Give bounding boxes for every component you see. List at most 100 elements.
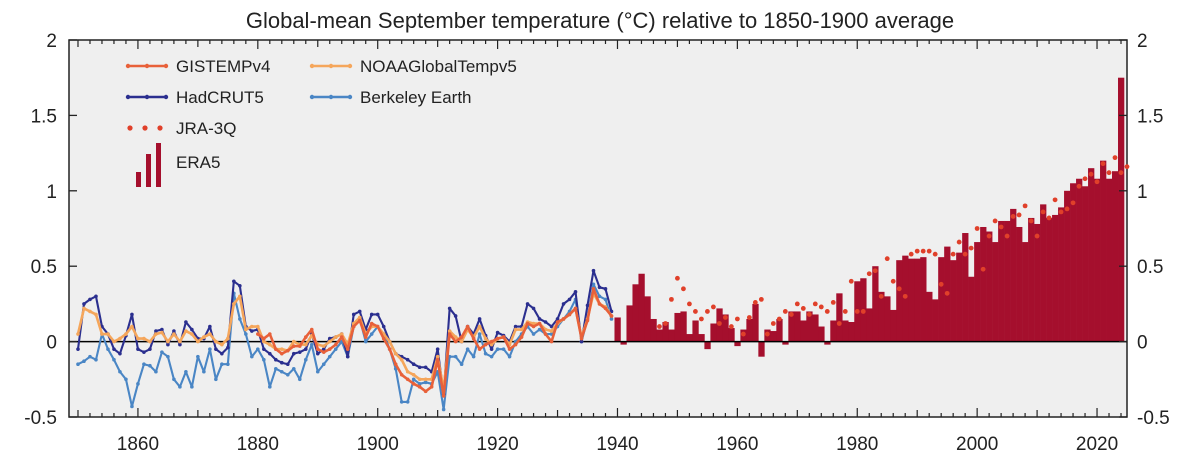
jra-3q-point	[818, 304, 824, 310]
berkeley-earth-point	[363, 339, 368, 344]
jra-3q-point	[1010, 214, 1016, 219]
gistempv4-point	[543, 332, 548, 336]
x-tick-label: 2000	[956, 434, 998, 455]
era5-bar	[650, 318, 657, 342]
gistempv4-point	[549, 339, 554, 344]
gistempv4-point	[561, 317, 566, 321]
hadcrut5-point	[82, 302, 86, 306]
era5-bar	[680, 311, 687, 342]
hadcrut5-point	[597, 285, 602, 290]
noaaglobaltempv5-point	[327, 339, 332, 344]
jra-3q-point	[842, 309, 848, 314]
jra-3q-point	[860, 309, 866, 314]
era5-bar	[1034, 223, 1041, 342]
jra-3q-point	[974, 226, 980, 231]
jra-3q-point	[1028, 218, 1034, 224]
era5-bar	[836, 293, 843, 342]
jra-3q-point	[914, 248, 920, 254]
jra-3q-point	[716, 321, 722, 326]
gistempv4-point	[513, 342, 518, 347]
era5-bar	[920, 257, 927, 342]
y-tick-label-left: 1.5	[31, 106, 57, 127]
noaaglobaltempv5-point	[262, 339, 266, 344]
jra-3q-point	[920, 248, 926, 254]
x-tick-label: 1860	[117, 434, 159, 455]
gistempv4-point	[465, 324, 470, 329]
berkeley-earth-point	[441, 407, 446, 412]
jra-3q-point	[806, 312, 812, 317]
era5-bar	[686, 334, 693, 342]
legend-marker	[163, 94, 169, 100]
hadcrut5-point	[76, 347, 80, 351]
y-tick-label-left: -0.5	[24, 408, 57, 429]
noaaglobaltempv5-point	[208, 332, 212, 336]
jra-3q-point	[848, 278, 854, 284]
gistempv4-point	[603, 306, 608, 311]
jra-3q-point	[800, 306, 806, 311]
legend-berkeley-label: Berkeley Earth	[360, 88, 472, 107]
era5-bar	[1100, 160, 1107, 342]
noaaglobaltempv5-point	[148, 339, 152, 344]
y-tick-label-left: 2	[46, 31, 57, 52]
y-tick-label-right: 0.5	[1137, 257, 1163, 278]
gistempv4-point	[609, 314, 614, 318]
noaaglobaltempv5-point	[291, 339, 296, 344]
era5-bar	[722, 314, 729, 342]
berkeley-earth-point	[471, 354, 476, 359]
jra-3q-point	[770, 321, 776, 326]
hadcrut5-point	[315, 351, 320, 356]
era5-bar	[872, 266, 879, 342]
hadcrut5-point	[160, 327, 164, 332]
noaaglobaltempv5-point	[405, 369, 410, 374]
era5-bar	[1058, 207, 1065, 342]
hadcrut5-point	[291, 351, 296, 356]
era5-bar	[1016, 226, 1023, 342]
era5-bar	[896, 260, 903, 342]
era5-bar	[698, 334, 705, 342]
berkeley-earth-point	[256, 347, 260, 351]
noaaglobaltempv5-point	[226, 336, 230, 341]
era5-bar	[1070, 183, 1077, 342]
jra-3q-point	[764, 331, 770, 337]
jra-3q-point	[998, 224, 1004, 230]
berkeley-earth-point	[315, 369, 320, 374]
x-tick-label: 1920	[476, 434, 518, 455]
noaaglobaltempv5-point	[106, 332, 110, 336]
legend-marker	[163, 63, 169, 69]
hadcrut5-point	[357, 309, 362, 314]
berkeley-earth-point	[597, 294, 602, 299]
noaaglobaltempv5-point	[232, 302, 236, 306]
era5-bar	[950, 260, 957, 342]
era5-bar	[752, 303, 759, 342]
berkeley-earth-point	[268, 385, 272, 389]
hadcrut5-point	[585, 303, 590, 308]
noaaglobaltempv5-point	[196, 339, 200, 344]
noaaglobaltempv5-point	[447, 329, 452, 333]
gistempv4-point	[327, 347, 332, 351]
berkeley-earth-point	[489, 354, 494, 359]
legend-marker	[144, 94, 150, 100]
x-tick-label: 1960	[716, 434, 758, 455]
jra-3q-point	[1076, 183, 1082, 189]
gistempv4-point	[393, 362, 398, 367]
noaaglobaltempv5-point	[238, 294, 242, 299]
era5-bar	[788, 311, 795, 342]
noaaglobaltempv5-point	[280, 347, 284, 351]
berkeley-earth-point	[303, 357, 308, 362]
era5-bar	[1010, 208, 1017, 342]
era5-bar	[758, 341, 765, 357]
gistempv4-point	[285, 348, 290, 353]
era5-bar	[824, 341, 831, 345]
era5-bar	[878, 291, 885, 342]
hadcrut5-point	[591, 268, 596, 273]
gistempv4-point	[387, 347, 392, 351]
hadcrut5-point	[208, 324, 212, 329]
gistempv4-point	[363, 335, 368, 339]
legend-jra-label: JRA-3Q	[176, 119, 236, 138]
berkeley-earth-point	[483, 351, 488, 356]
gistempv4-point	[567, 312, 572, 317]
jra-3q-point	[1106, 170, 1112, 176]
berkeley-earth-point	[154, 369, 158, 374]
x-tick-label: 1980	[836, 434, 878, 455]
jra-3q-point	[776, 316, 782, 322]
